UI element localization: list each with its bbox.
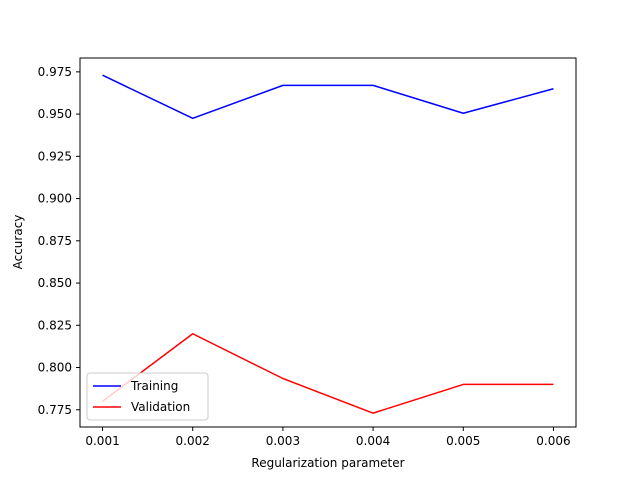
series-layer xyxy=(102,74,554,414)
y-tick-label: 0.800 xyxy=(38,361,72,375)
y-tick-label: 0.975 xyxy=(38,65,72,79)
y-tick-label: 0.775 xyxy=(38,403,72,417)
legend-label-training: Training xyxy=(130,379,178,393)
y-tick-label: 0.950 xyxy=(38,107,72,121)
y-tick-label: 0.900 xyxy=(38,192,72,206)
series-line-training xyxy=(102,74,554,120)
plot-frame xyxy=(79,57,577,428)
x-tick-label: 0.003 xyxy=(266,434,300,448)
x-tick-label: 0.004 xyxy=(356,434,390,448)
x-tick-label: 0.005 xyxy=(446,434,480,448)
x-axis-title: Regularization parameter xyxy=(251,456,404,470)
legend: Training Validation xyxy=(86,372,209,421)
y-tick-label: 0.825 xyxy=(38,318,72,332)
legend-box xyxy=(86,372,209,421)
y-tick-label: 0.925 xyxy=(38,149,72,163)
x-tick-label: 0.002 xyxy=(176,434,210,448)
x-tick-label: 0.006 xyxy=(536,434,570,448)
series-line-validation xyxy=(102,332,554,414)
legend-label-validation: Validation xyxy=(131,400,190,414)
y-tick-label: 0.850 xyxy=(38,276,72,290)
x-tick-label: 0.001 xyxy=(85,434,119,448)
x-axis: 0.001 0.002 0.003 0.004 0.005 0.006 xyxy=(85,427,571,448)
y-axis-title: Accuracy xyxy=(11,215,25,270)
y-axis: 0.775 0.800 0.825 0.850 0.875 0.900 0.925 0.950… xyxy=(38,65,80,417)
y-tick-label: 0.875 xyxy=(38,234,72,248)
